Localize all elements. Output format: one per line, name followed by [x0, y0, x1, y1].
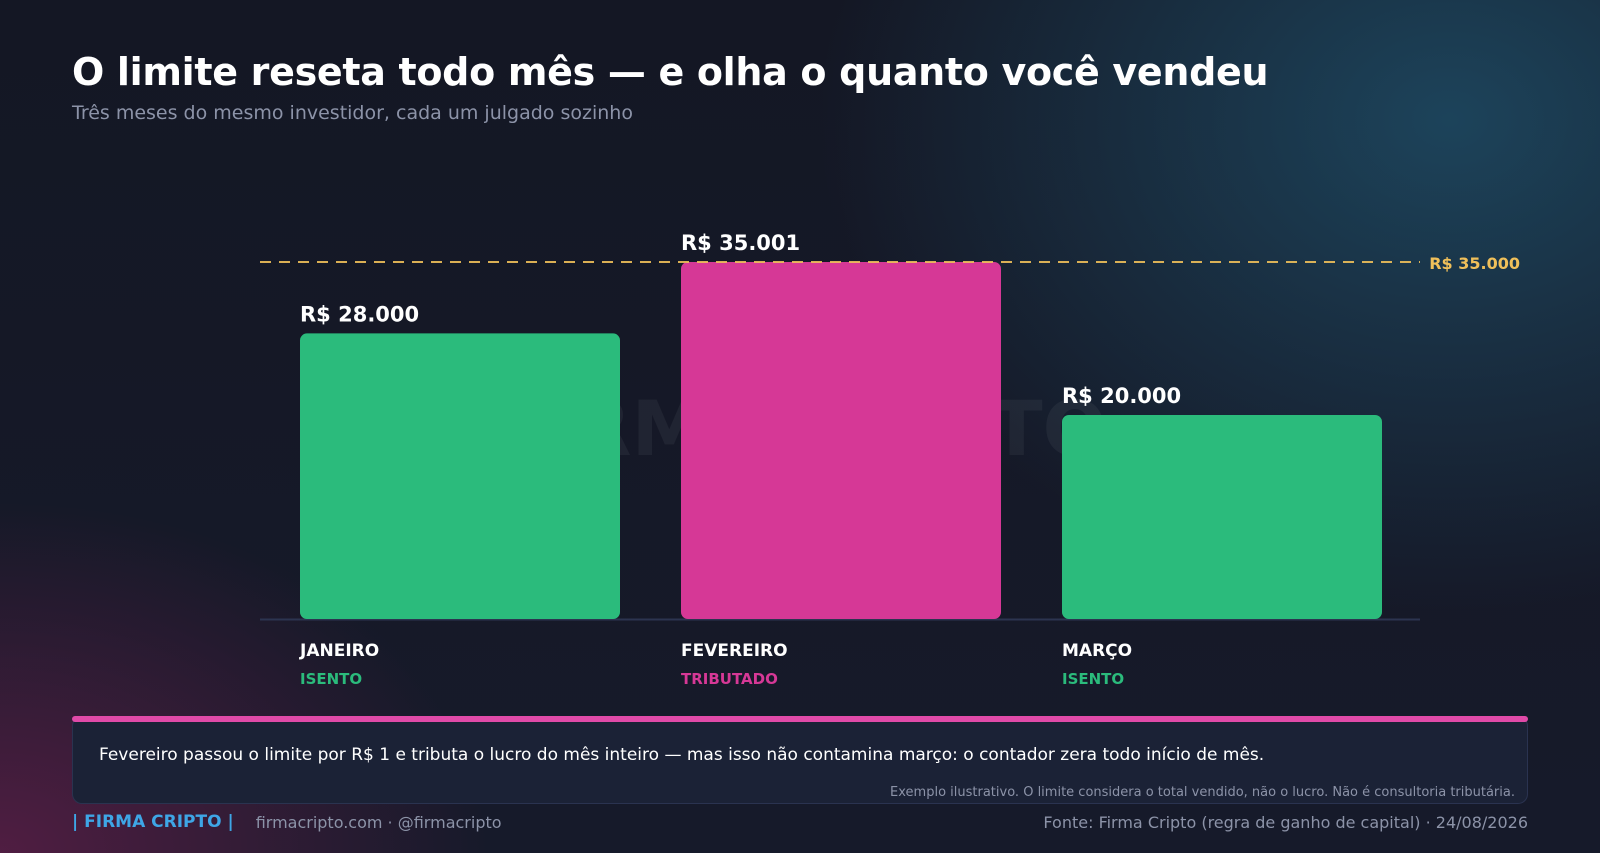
page-title: O limite reseta todo mês — e olha o quan…	[72, 50, 1269, 94]
threshold-label: R$ 35.000	[1429, 254, 1520, 273]
bar-value-label: R$ 20.000	[1062, 384, 1181, 408]
footer-source: Fonte: Firma Cripto (regra de ganho de c…	[1043, 812, 1528, 832]
bar-value-label: R$ 35.001	[681, 231, 800, 255]
status-label: ISENTO	[300, 670, 362, 688]
footer-links[interactable]: firmacripto.com · @firmacripto	[255, 812, 502, 832]
callout-text: Fevereiro passou o limite por R$ 1 e tri…	[99, 745, 1265, 765]
status-label: ISENTO	[1062, 670, 1124, 688]
bar-março	[1062, 415, 1382, 619]
bar-janeiro	[300, 333, 620, 619]
callout-box: Fevereiro passou o limite por R$ 1 e tri…	[72, 716, 1528, 804]
bar-value-label: R$ 28.000	[300, 302, 419, 326]
status-label: TRIBUTADO	[681, 670, 778, 688]
callout-disclaimer: Exemplo ilustrativo. O limite considera …	[890, 785, 1515, 800]
category-label: MARÇO	[1062, 641, 1132, 661]
page-subtitle: Três meses do mesmo investidor, cada um …	[72, 102, 633, 124]
category-label: JANEIRO	[299, 641, 379, 661]
bar-fevereiro	[681, 262, 1001, 619]
footer-brand: | FIRMA CRIPTO |	[72, 812, 234, 832]
callout-accent-bar	[72, 716, 1528, 722]
category-label: FEVEREIRO	[681, 641, 788, 661]
footer: | FIRMA CRIPTO | firmacripto.com · @firm…	[72, 810, 1528, 834]
